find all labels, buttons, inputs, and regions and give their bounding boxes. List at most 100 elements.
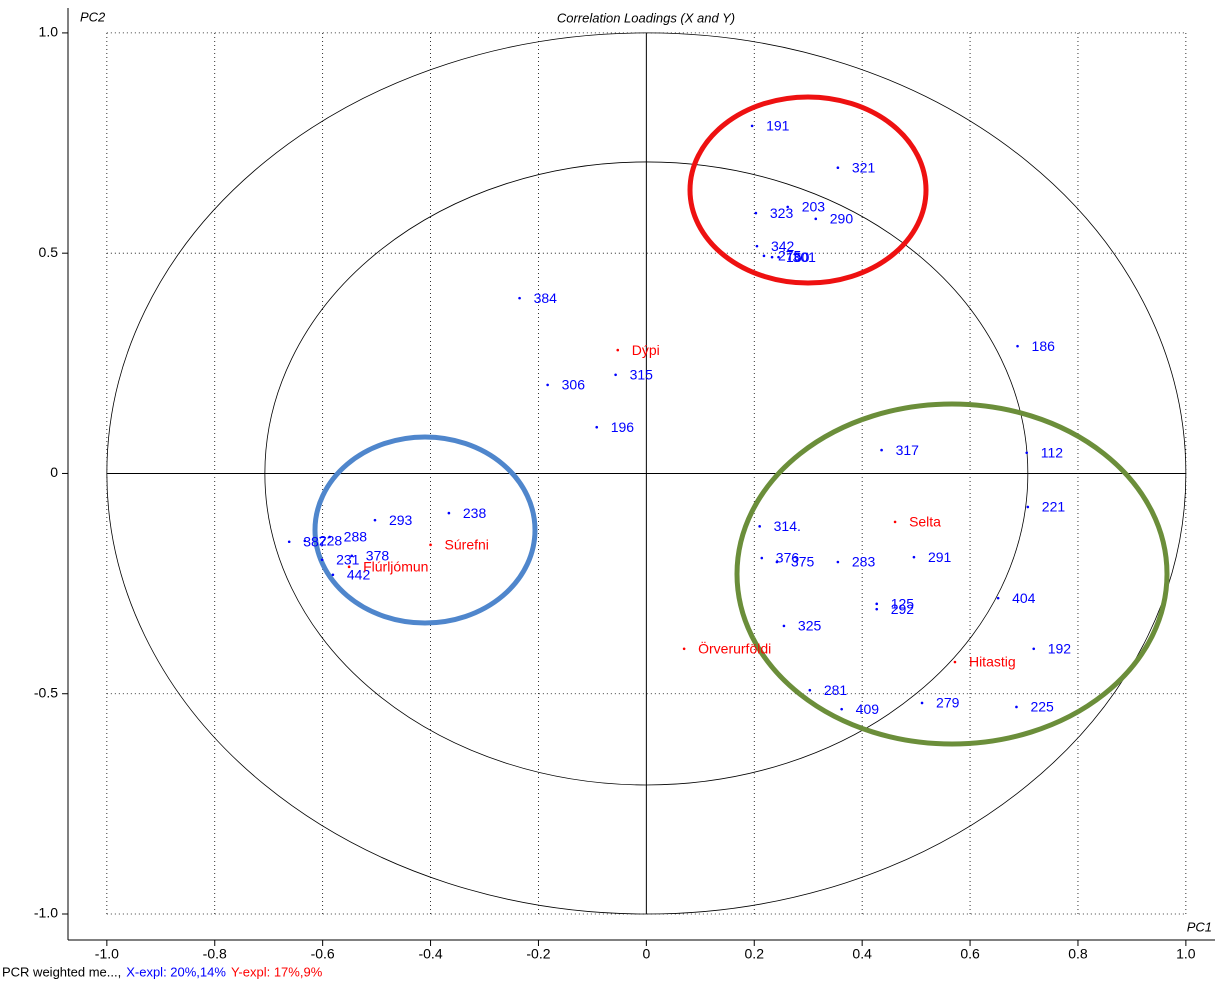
point: [546, 383, 549, 387]
footer-text: PCR weighted me...,: [2, 964, 121, 979]
point-label: 376: [776, 550, 800, 566]
point: [750, 124, 754, 128]
point: [912, 555, 916, 559]
point: [595, 425, 599, 429]
point: [682, 647, 686, 651]
x-tick-label: 0: [642, 946, 650, 962]
point-label: 306: [562, 377, 586, 393]
x-tick-label: -0.8: [203, 946, 227, 962]
point: [347, 565, 351, 569]
x-tick-label: 0.8: [1068, 946, 1088, 962]
point-label: 238: [463, 505, 487, 521]
point-label: 290: [830, 211, 854, 227]
point: [836, 560, 840, 564]
point-label: 186: [1032, 338, 1056, 354]
point: [758, 525, 761, 528]
x-tick-label: -1.0: [95, 946, 119, 962]
point: [287, 540, 291, 544]
point: [1016, 344, 1019, 348]
y-tick-label: -1.0: [34, 905, 58, 921]
point-label: 378: [366, 548, 390, 564]
point: [754, 211, 758, 215]
point-label: 191: [766, 118, 790, 134]
point-label: Flúrljómun: [363, 559, 428, 575]
point: [1026, 505, 1030, 509]
point: [373, 518, 377, 522]
point: [782, 624, 786, 628]
point: [836, 166, 840, 170]
y-tick-label: 0.5: [39, 244, 59, 260]
chart-title: Correlation Loadings (X and Y): [557, 10, 735, 25]
point: [893, 520, 897, 524]
x-axis-label: PC1: [1187, 919, 1212, 934]
y-tick-label: -0.5: [34, 684, 58, 700]
point-label: 387: [303, 533, 327, 549]
point-label: 283: [852, 554, 876, 570]
x-tick-label: -0.4: [418, 946, 442, 962]
point: [920, 701, 924, 705]
point: [1025, 451, 1029, 455]
point-label: 409: [856, 701, 880, 717]
x-tick-label: -0.2: [526, 946, 550, 962]
point-label: Hitastig: [969, 654, 1016, 670]
point: [328, 535, 331, 539]
point: [303, 539, 307, 543]
point: [808, 688, 812, 692]
point-label: 314.: [774, 518, 801, 534]
point-label: 125: [891, 596, 915, 612]
point: [786, 205, 790, 209]
point-label: 288: [344, 529, 368, 545]
point: [760, 556, 764, 560]
point-label: Súrefni: [445, 537, 489, 553]
point: [880, 448, 883, 452]
x-tick-label: 0.6: [960, 946, 980, 962]
point-label: 291: [928, 549, 952, 565]
x-tick-label: 1.0: [1176, 946, 1196, 962]
point: [1015, 705, 1018, 709]
point-label: 375: [791, 554, 815, 570]
point: [996, 596, 1000, 600]
point-label: 225: [1030, 699, 1054, 715]
point-label: 231: [336, 552, 360, 568]
highlight-red: [687, 94, 929, 286]
point: [875, 602, 879, 606]
point-label: 279: [936, 695, 960, 711]
point-label: 160: [786, 249, 810, 265]
point: [775, 560, 779, 564]
point-label: 196: [611, 419, 635, 435]
point-label: 301: [793, 249, 817, 265]
point-label: 325: [798, 618, 822, 634]
x-tick-label: 0.2: [745, 946, 765, 962]
point: [770, 255, 774, 259]
point: [616, 348, 620, 352]
point-label: 323: [770, 205, 794, 221]
point: [840, 707, 843, 711]
point-label: 292: [891, 601, 915, 617]
point: [814, 217, 818, 221]
point-label: 281: [824, 682, 848, 698]
point-label: 228: [319, 533, 343, 549]
point: [614, 373, 617, 377]
point: [447, 511, 451, 515]
point-label: Örverurföldi: [698, 639, 771, 656]
x-tick-label: 0.4: [852, 946, 872, 962]
point-label: 192: [1048, 640, 1072, 656]
x-tick-label: -0.6: [311, 946, 335, 962]
point-label: 275: [778, 248, 802, 264]
point: [350, 554, 354, 558]
point: [1032, 647, 1036, 651]
point-label: 321: [852, 159, 876, 175]
y-tick-label: 1.0: [39, 24, 59, 40]
point-label: 404: [1012, 590, 1036, 606]
point: [518, 296, 521, 300]
highlight-blue: [312, 434, 538, 626]
point: [320, 558, 324, 562]
point: [777, 255, 780, 259]
point: [875, 607, 879, 611]
point: [429, 543, 432, 547]
point-label: 293: [389, 512, 413, 528]
footer-text: X-expl: 20%,14%: [126, 964, 226, 979]
point-label: 315: [630, 366, 654, 382]
y-tick-label: 0: [50, 464, 58, 480]
